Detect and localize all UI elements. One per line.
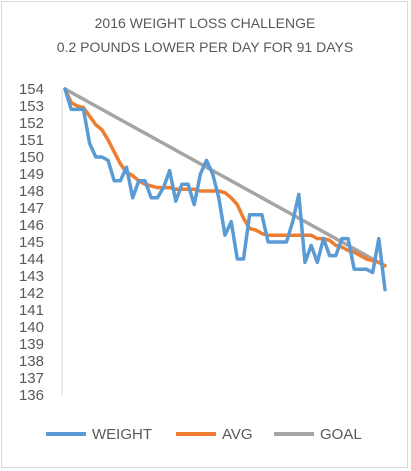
chart-title-line-1: 2016 WEIGHT LOSS CHALLENGE bbox=[95, 15, 316, 31]
y-axis-ticks: 1361371381391401411421431441451461471481… bbox=[19, 81, 44, 404]
legend-label-avg: AVG bbox=[222, 426, 253, 443]
y-tick-label: 138 bbox=[19, 353, 44, 370]
y-tick-label: 147 bbox=[19, 200, 44, 217]
chart-title-line-2: 0.2 POUNDS LOWER PER DAY FOR 91 DAYS bbox=[57, 39, 353, 55]
series-layer bbox=[63, 87, 387, 292]
y-tick-label: 148 bbox=[19, 183, 44, 200]
series-line-weight bbox=[63, 87, 387, 292]
y-tick-label: 149 bbox=[19, 166, 44, 183]
series-line-avg bbox=[63, 87, 387, 268]
y-tick-label: 139 bbox=[19, 336, 44, 353]
y-tick-label: 150 bbox=[19, 149, 44, 166]
y-tick-label: 143 bbox=[19, 268, 44, 285]
y-tick-label: 144 bbox=[19, 251, 44, 268]
y-tick-label: 154 bbox=[19, 81, 44, 98]
y-tick-label: 151 bbox=[19, 132, 44, 149]
y-tick-label: 153 bbox=[19, 98, 44, 115]
y-tick-label: 146 bbox=[19, 217, 44, 234]
y-tick-label: 140 bbox=[19, 319, 44, 336]
y-tick-label: 145 bbox=[19, 234, 44, 251]
y-tick-label: 142 bbox=[19, 285, 44, 302]
legend-label-weight: WEIGHT bbox=[92, 426, 152, 443]
y-tick-label: 137 bbox=[19, 370, 44, 387]
y-tick-label: 152 bbox=[19, 115, 44, 132]
legend: WEIGHT AVG GOAL bbox=[46, 426, 362, 443]
y-tick-label: 141 bbox=[19, 302, 44, 319]
series-line-goal bbox=[63, 87, 387, 268]
legend-label-goal: GOAL bbox=[320, 426, 362, 443]
y-tick-label: 136 bbox=[19, 387, 44, 404]
